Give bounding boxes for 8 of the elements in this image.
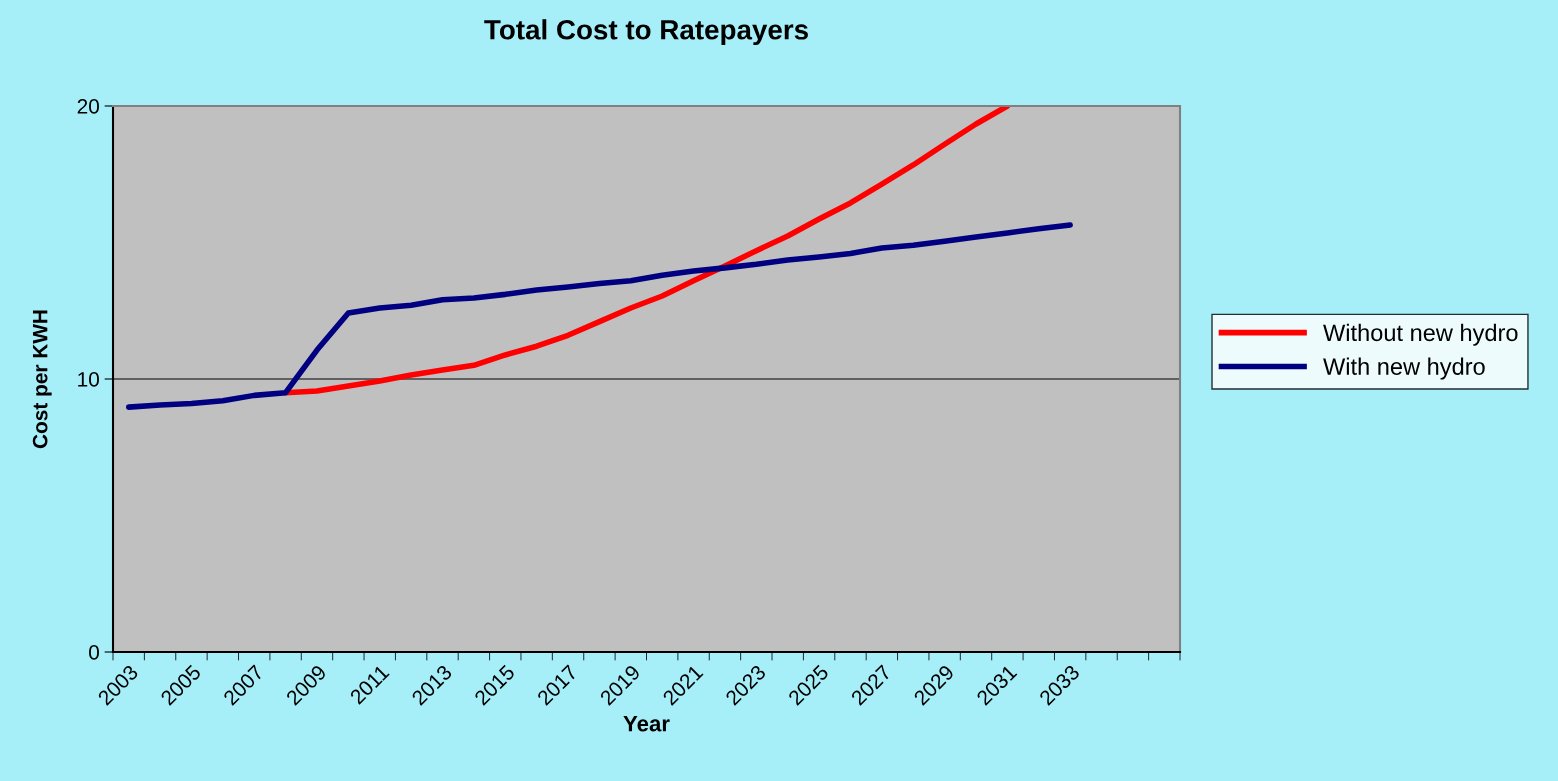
y-tick-label: 0 [89, 645, 99, 660]
legend-label: With new hydro [1323, 357, 1485, 380]
y-axis-title: Cost per KWH [32, 310, 52, 449]
legend-label: Without new hydro [1323, 323, 1518, 346]
y-tick-label: 10 [78, 372, 99, 387]
x-axis-title: Year [623, 715, 670, 732]
y-tick-label: 20 [77, 99, 99, 114]
chart-title: Total Cost to Ratepayers [484, 19, 808, 46]
